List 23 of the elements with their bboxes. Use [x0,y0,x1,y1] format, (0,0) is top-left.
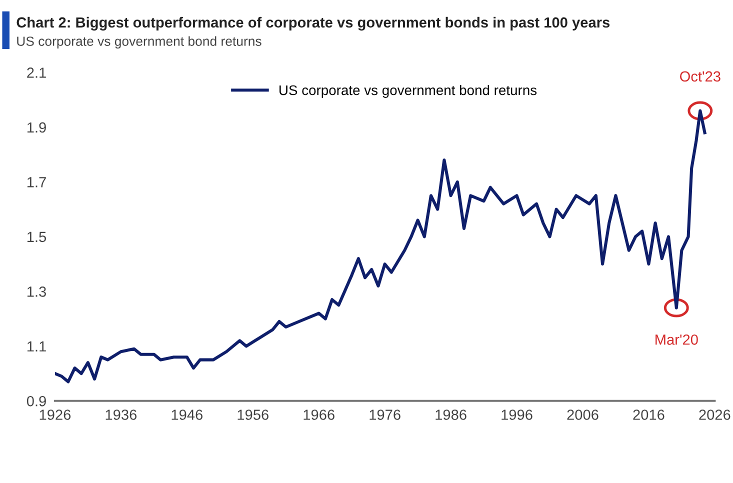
x-tick-label: 1936 [106,410,137,420]
x-tick-label: 1986 [436,410,466,420]
chart-subtitle: US corporate vs government bond returns [17,36,262,49]
x-tick-label: 2016 [633,410,664,420]
y-tick-label: 1.7 [27,177,46,188]
y-tick-label: 1.3 [27,286,46,297]
annotation: Oct'23 [680,71,720,82]
x-tick-label: 2026 [699,410,730,420]
x-tick-label: 1966 [304,410,334,420]
y-tick-label: 1.9 [27,122,46,133]
y-tick-label: 1.5 [27,232,46,242]
legend-label: US corporate vs government bond returns [280,84,537,98]
y-tick-label: 0.9 [26,396,46,406]
x-tick-label: 1976 [370,410,400,420]
y-tick-label: 1.1 [27,341,46,352]
x-tick-label: 1996 [502,410,532,420]
x-tick-label: 1946 [172,410,202,420]
chart-title: Chart 2: Biggest outperformance of corporate vs government bonds in past 100 years [16,16,610,31]
annotation: Mar'20 [656,334,698,345]
x-tick-label: 1926 [40,410,71,420]
y-tick-label: 2.1 [27,68,46,78]
x-tick-label: 2006 [567,410,598,420]
x-tick-label: 1956 [238,410,268,420]
